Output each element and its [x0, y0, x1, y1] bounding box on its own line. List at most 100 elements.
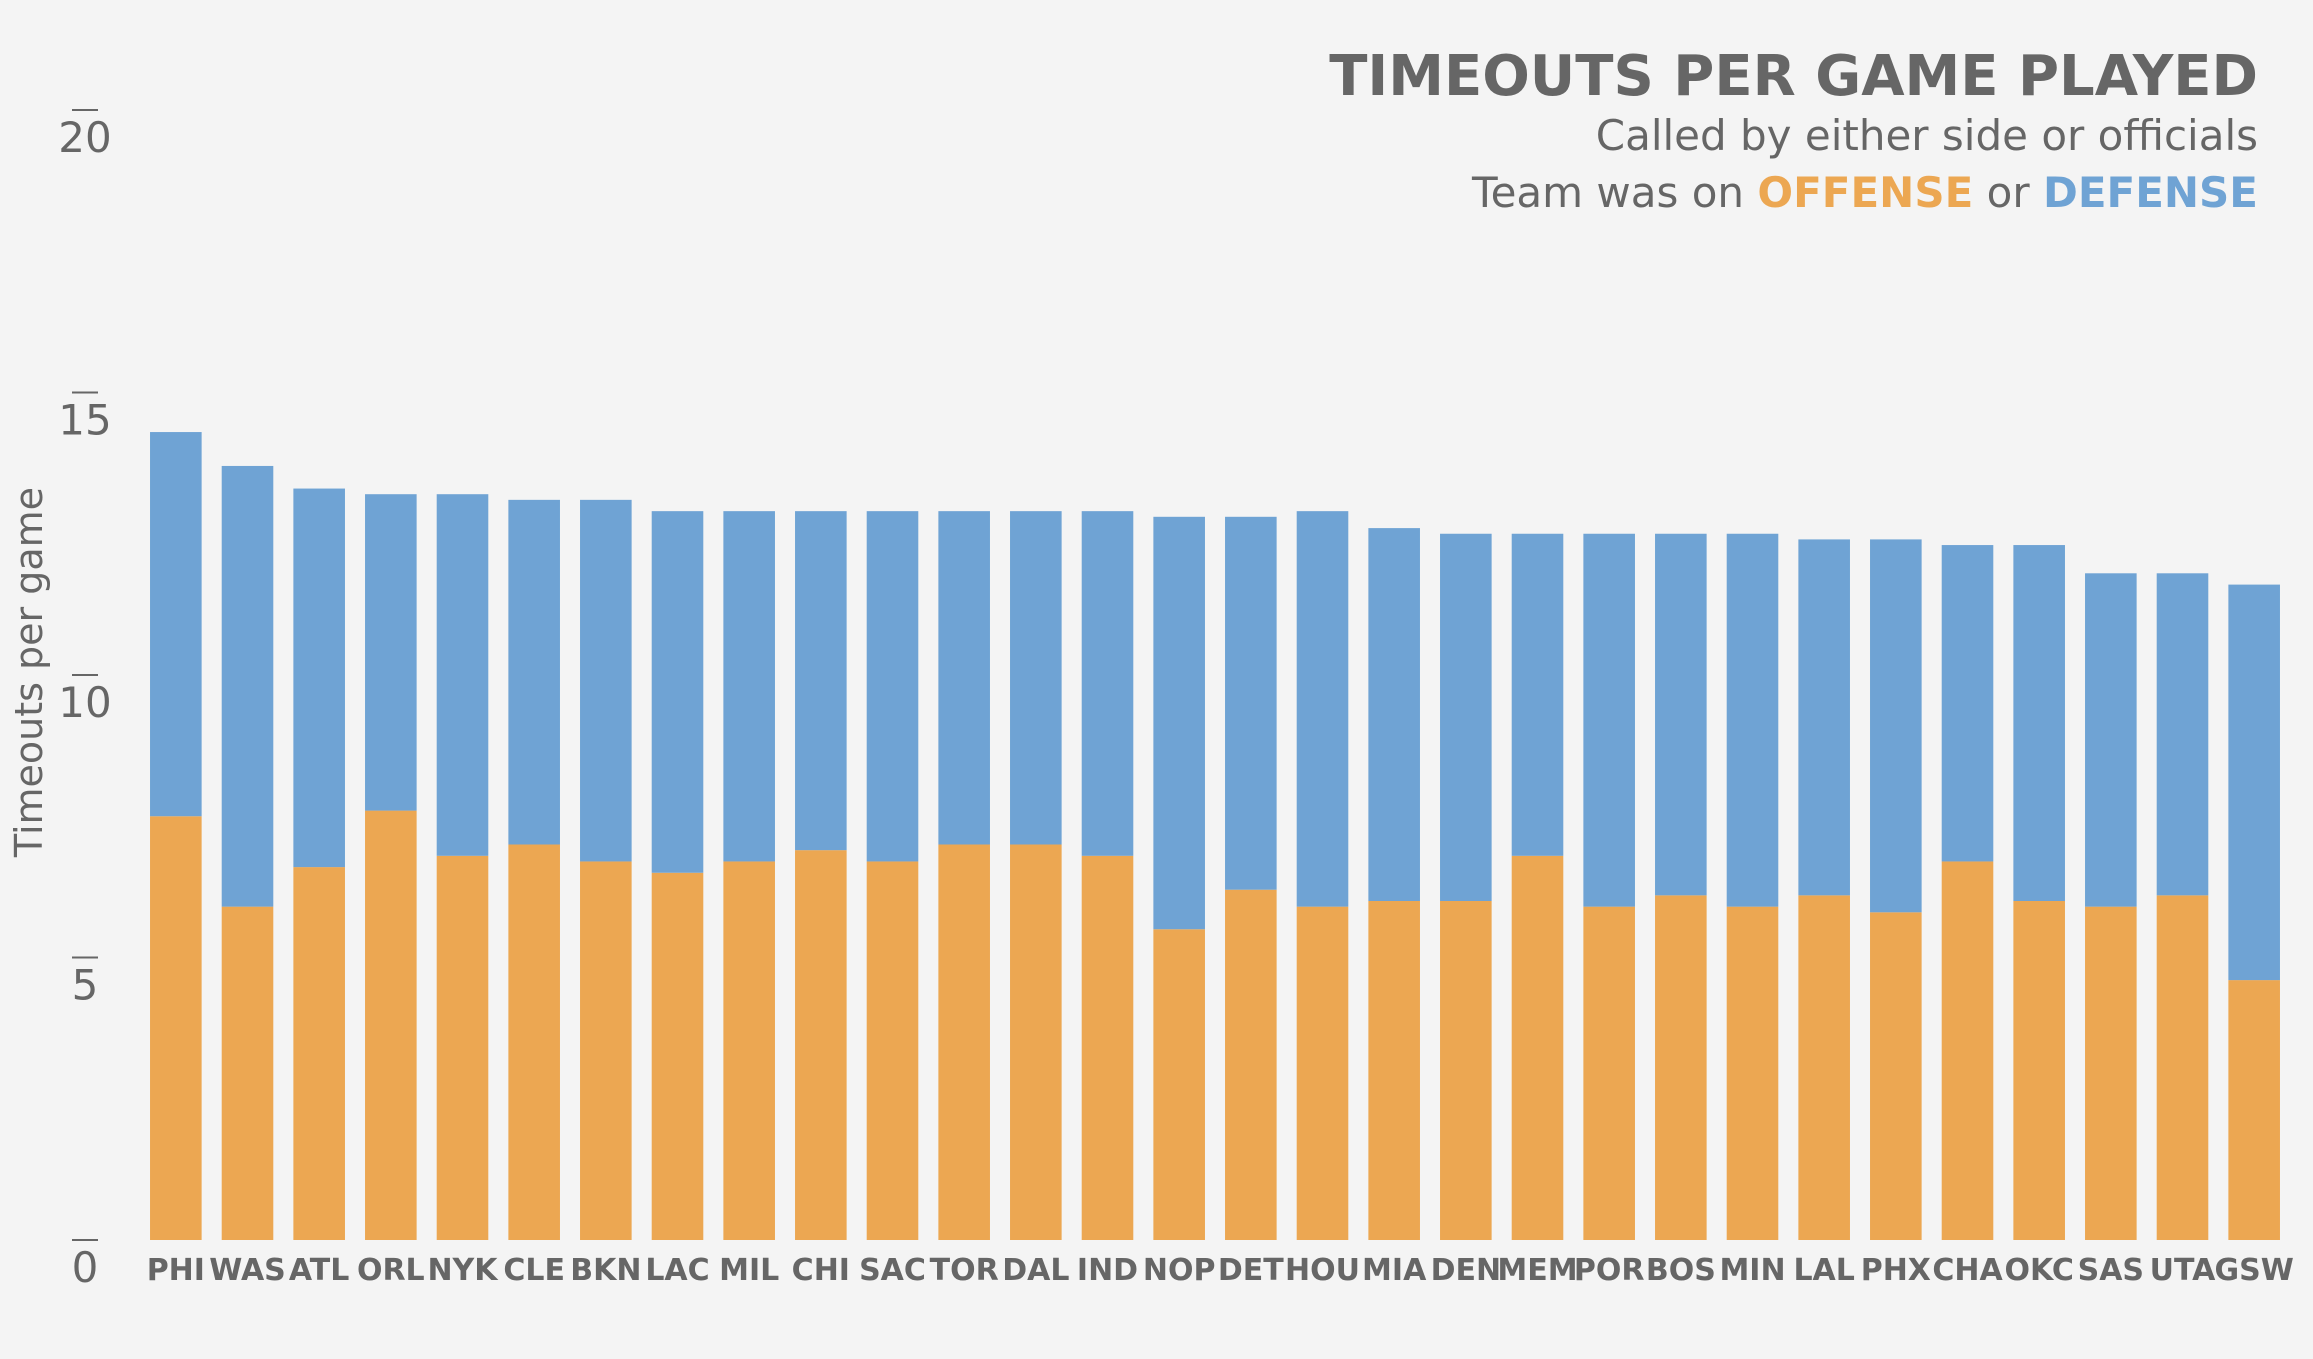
- y-tick-label: 5: [72, 961, 99, 1010]
- chart-title: TIMEOUTS PER GAME PLAYED: [1329, 44, 2258, 109]
- x-tick-label-nop: NOP: [1143, 1253, 1216, 1288]
- bar-defense-uta: [2156, 573, 2209, 896]
- x-tick-label-min: MIN: [1719, 1253, 1785, 1288]
- x-tick-label-tor: TOR: [930, 1253, 999, 1288]
- bar-offense-uta: [2156, 895, 2209, 1240]
- bar-defense-hou: [1296, 511, 1349, 907]
- bar-offense-hou: [1296, 906, 1349, 1240]
- bar-defense-atl: [293, 488, 345, 868]
- x-tick-label-dal: DAL: [1002, 1253, 1069, 1288]
- x-tick-label-orl: ORL: [357, 1253, 425, 1288]
- x-tick-label-bkn: BKN: [570, 1253, 641, 1288]
- bar-defense-orl: [365, 494, 417, 811]
- bar-defense-den: [1440, 533, 1492, 901]
- bar-defense-cle: [508, 499, 560, 845]
- x-tick-label-por: POR: [1574, 1253, 1645, 1288]
- chart-subtitle: Called by either side or officials: [1596, 111, 2258, 160]
- bar-offense-bos: [1655, 895, 1707, 1240]
- bar-offense-nop: [1153, 929, 1205, 1240]
- x-tick-label-lac: LAC: [645, 1253, 709, 1288]
- bar-defense-okc: [2013, 545, 2065, 901]
- bar-defense-det: [1225, 516, 1277, 890]
- bars-group: [150, 432, 2280, 1240]
- x-tick-label-mem: MEM: [1497, 1253, 1577, 1288]
- bar-offense-mil: [723, 861, 775, 1240]
- x-tick-label-phx: PHX: [1861, 1253, 1931, 1288]
- x-tick-label-nyk: NYK: [427, 1253, 499, 1288]
- bar-defense-lal: [1798, 539, 1850, 896]
- bar-defense-lac: [651, 511, 704, 873]
- x-tick-label-mil: MIL: [719, 1253, 779, 1288]
- bar-defense-sas: [2085, 573, 2137, 907]
- x-tick-label-det: DET: [1218, 1253, 1284, 1288]
- bar-offense-cha: [1941, 861, 1994, 1240]
- bar-defense-por: [1583, 533, 1635, 907]
- x-tick-label-chi: CHI: [792, 1253, 850, 1288]
- legend-line: Team was on OFFENSE or DEFENSE: [1471, 168, 2258, 217]
- x-tick-label-ind: IND: [1077, 1253, 1138, 1288]
- bar-offense-cle: [508, 844, 560, 1240]
- bar-offense-sac: [866, 861, 919, 1240]
- bar-offense-phx: [1870, 912, 1922, 1240]
- y-axis: 0 5 10 15 20: [58, 109, 112, 1292]
- bar-defense-mia: [1368, 528, 1420, 901]
- legend-prefix: Team was on: [1471, 168, 1757, 217]
- bar-offense-tor: [938, 844, 990, 1240]
- x-tick-label-uta: UTA: [2150, 1253, 2216, 1288]
- y-tick-label: 0: [72, 1243, 99, 1292]
- bar-defense-dal: [1010, 511, 1062, 845]
- bar-offense-phi: [150, 816, 202, 1240]
- bar-defense-mem: [1511, 533, 1564, 856]
- bar-defense-nop: [1153, 516, 1205, 930]
- x-tick-label-mia: MIA: [1362, 1253, 1427, 1288]
- bar-offense-ind: [1081, 855, 1134, 1240]
- y-axis-label: Timeouts per game: [7, 487, 51, 858]
- bar-defense-ind: [1081, 511, 1134, 856]
- x-tick-label-atl: ATL: [289, 1253, 349, 1288]
- bar-defense-phi: [150, 432, 202, 817]
- bar-defense-bkn: [580, 499, 632, 862]
- bar-offense-atl: [293, 867, 345, 1240]
- x-tick-label-den: DEN: [1431, 1253, 1502, 1288]
- x-tick-label-phi: PHI: [147, 1253, 205, 1288]
- y-tick-label: 20: [58, 113, 111, 162]
- y-tick-label: 10: [58, 678, 111, 727]
- bar-offense-bkn: [580, 861, 632, 1240]
- y-tick-label: 15: [58, 396, 111, 445]
- x-tick-label-was: WAS: [209, 1253, 286, 1288]
- bar-offense-por: [1583, 906, 1635, 1240]
- bar-defense-sac: [866, 511, 919, 862]
- chart-header: TIMEOUTS PER GAME PLAYED Called by eithe…: [1329, 44, 2258, 217]
- bar-offense-mem: [1511, 855, 1564, 1240]
- x-tick-label-okc: OKC: [2004, 1253, 2073, 1288]
- x-axis: PHI WAS ATL ORL NYK CLE BKN LAC MIL CHI SAC TOR DAL I…: [147, 1253, 2294, 1288]
- bar-offense-chi: [795, 850, 847, 1240]
- bar-defense-nyk: [436, 494, 489, 856]
- bar-defense-min: [1726, 533, 1779, 907]
- x-tick-label-lal: LAL: [1793, 1253, 1854, 1288]
- bar-defense-mil: [723, 511, 775, 862]
- legend-joiner: or: [1987, 168, 2043, 217]
- bar-offense-mia: [1368, 901, 1420, 1240]
- bar-offense-sas: [2085, 906, 2137, 1240]
- bar-offense-lal: [1798, 895, 1850, 1240]
- x-tick-label-sas: SAS: [2078, 1253, 2144, 1288]
- bar-defense-chi: [795, 511, 847, 851]
- legend-defense-label: DEFENSE: [2043, 168, 2258, 217]
- bar-offense-was: [221, 906, 274, 1240]
- x-tick-label-sac: SAC: [859, 1253, 926, 1288]
- legend-offense-label: OFFENSE: [1757, 168, 1973, 217]
- bar-offense-gsw: [2228, 980, 2280, 1240]
- x-tick-label-bos: BOS: [1646, 1253, 1716, 1288]
- bar-defense-phx: [1870, 539, 1922, 913]
- bar-offense-orl: [365, 810, 417, 1240]
- bar-offense-den: [1440, 901, 1492, 1240]
- x-tick-label-cle: CLE: [503, 1253, 565, 1288]
- x-tick-label-hou: HOU: [1285, 1253, 1360, 1288]
- bar-defense-cha: [1941, 545, 1994, 862]
- bar-offense-okc: [2013, 901, 2065, 1240]
- bar-defense-tor: [938, 511, 990, 845]
- bar-offense-det: [1225, 889, 1277, 1240]
